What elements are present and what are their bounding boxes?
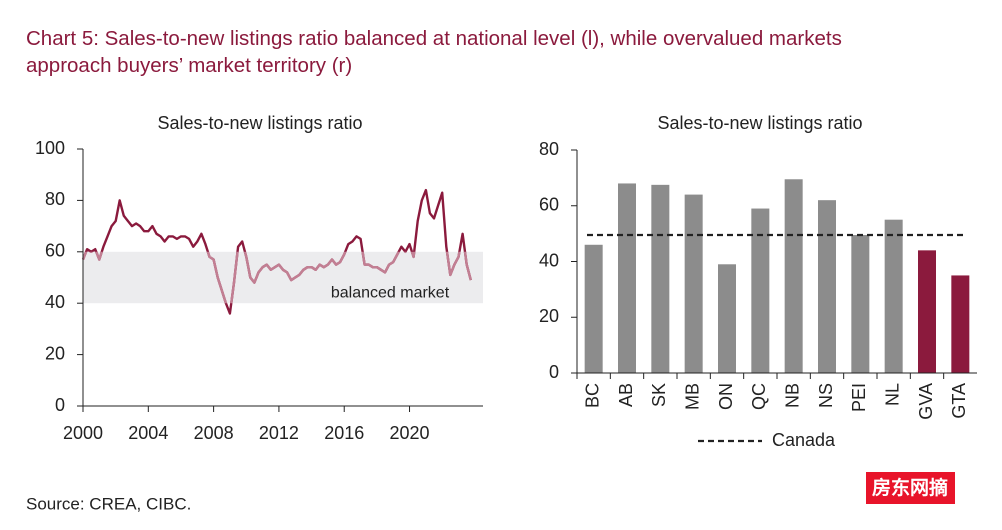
x-tick-label: NB bbox=[782, 383, 802, 408]
y-tick-label: 60 bbox=[45, 241, 65, 261]
y-tick-label: 20 bbox=[45, 343, 65, 363]
x-tick-label: GTA bbox=[949, 383, 969, 419]
x-tick-label: MB bbox=[682, 383, 702, 410]
bar bbox=[584, 244, 603, 373]
bar bbox=[651, 184, 670, 373]
source: Source: CREA, CIBC. bbox=[26, 494, 191, 513]
x-tick-label: BC bbox=[582, 383, 602, 408]
bar bbox=[951, 275, 970, 373]
x-tick-label: 2004 bbox=[128, 423, 168, 443]
x-tick-label: 2020 bbox=[390, 423, 430, 443]
legend-label: Canada bbox=[772, 430, 836, 450]
x-tick-label: NL bbox=[882, 383, 902, 406]
bar bbox=[684, 194, 703, 373]
bar bbox=[784, 179, 803, 373]
watermark: 房东网摘 bbox=[872, 476, 948, 499]
x-tick-label: ON bbox=[716, 383, 736, 410]
x-tick-label: AB bbox=[616, 383, 636, 407]
y-tick-label: 0 bbox=[549, 362, 559, 382]
bar bbox=[718, 264, 736, 373]
bar bbox=[918, 250, 936, 373]
x-tick-label: 2012 bbox=[259, 423, 299, 443]
balanced-band bbox=[83, 251, 483, 304]
ratio-line-balanced bbox=[81, 251, 472, 304]
title-line: Chart 5: Sales-to-new listings ratio bal… bbox=[26, 27, 842, 50]
y-tick-label: 40 bbox=[539, 250, 559, 270]
x-tick-label: GVA bbox=[916, 383, 936, 420]
bar bbox=[851, 235, 870, 373]
band-label: balanced market bbox=[331, 284, 450, 301]
y-tick-label: 20 bbox=[539, 306, 559, 326]
bar bbox=[618, 183, 636, 373]
y-tick-label: 60 bbox=[539, 195, 559, 215]
y-tick-label: 100 bbox=[35, 138, 65, 158]
bar bbox=[884, 219, 903, 373]
title-line: approach buyers’ market territory (r) bbox=[26, 54, 352, 77]
chart-title: Sales-to-new listings ratio bbox=[657, 113, 862, 133]
watermark-box bbox=[866, 472, 955, 504]
bar bbox=[818, 200, 836, 373]
y-tick-label: 80 bbox=[539, 139, 559, 159]
x-tick-label: NS bbox=[816, 383, 836, 408]
y-tick-label: 40 bbox=[45, 292, 65, 312]
y-tick-label: 80 bbox=[45, 189, 65, 209]
x-tick-label: 2000 bbox=[63, 423, 103, 443]
x-tick-label: 2016 bbox=[324, 423, 364, 443]
bar bbox=[751, 208, 770, 373]
chart-title: Sales-to-new listings ratio bbox=[157, 113, 362, 133]
x-tick-label: SK bbox=[649, 383, 669, 407]
x-tick-label: PEI bbox=[849, 383, 869, 412]
x-tick-label: QC bbox=[749, 383, 769, 410]
y-tick-label: 0 bbox=[55, 395, 65, 415]
x-tick-label: 2008 bbox=[194, 423, 234, 443]
